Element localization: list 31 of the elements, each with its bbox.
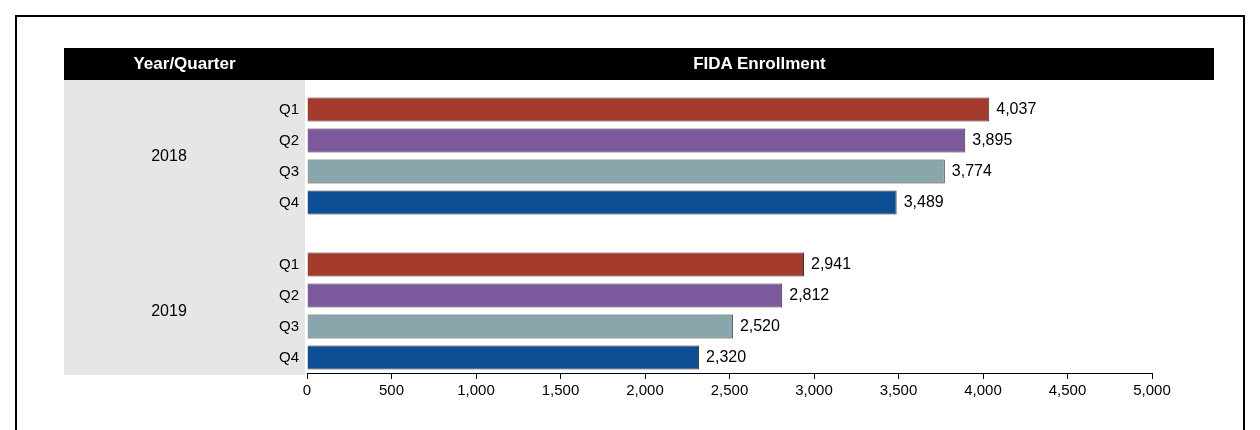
x-tick-label: 500 [378,381,405,399]
data-label: 3,489 [903,192,944,210]
x-tick-label: 3,500 [879,381,918,399]
x-tick-label: 1,000 [457,381,495,399]
y-tick-label: Q2 [278,285,299,303]
x-tick-label: 4,000 [964,381,1002,399]
chart-title: FIDA Enrollment [692,53,827,75]
data-label: 2,320 [706,347,747,365]
x-tick-label: 4,500 [1048,381,1087,399]
x-tick-label: 0 [302,381,312,399]
y-tick-label: Q3 [278,316,299,334]
y-axis-title: Year/Quarter [132,53,237,75]
data-label: 4,037 [996,99,1037,117]
text: 2018 [150,146,188,166]
y-tick-label: Q2 [278,130,299,148]
x-tick-label: 1,500 [541,381,580,399]
data-label: 2,812 [789,285,830,303]
y-tick-label: Q1 [278,99,299,117]
y-tick-label: Q4 [278,192,299,210]
data-label: 2,520 [739,316,781,334]
x-tick-label: 3,000 [795,381,833,399]
data-label: 3,774 [951,161,992,179]
y-tick-label: Q1 [278,254,299,272]
data-label: 2,941 [811,254,852,272]
y-tick-label: Q4 [278,347,299,365]
data-label: 3,895 [972,130,1013,148]
x-tick-label: 5,000 [1133,381,1171,399]
x-tick-label: 2,500 [710,381,749,399]
text: 2019 [150,301,188,321]
x-tick-label: 2,000 [626,381,664,399]
y-tick-label: Q3 [278,161,299,179]
